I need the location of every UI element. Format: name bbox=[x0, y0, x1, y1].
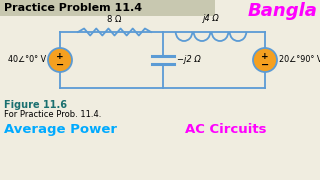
Text: −j2 Ω: −j2 Ω bbox=[177, 55, 201, 64]
Text: +: + bbox=[261, 52, 269, 61]
Text: −: − bbox=[261, 60, 269, 69]
Text: Figure 11.6: Figure 11.6 bbox=[4, 100, 67, 110]
Text: 20∠°90° V: 20∠°90° V bbox=[279, 55, 320, 64]
Text: Practice Problem 11.4: Practice Problem 11.4 bbox=[4, 3, 142, 13]
Text: j4 Ω: j4 Ω bbox=[203, 14, 220, 23]
Circle shape bbox=[253, 48, 277, 72]
Text: −: − bbox=[56, 60, 64, 69]
Text: +: + bbox=[56, 52, 64, 61]
Text: Average Power: Average Power bbox=[4, 123, 117, 136]
Text: 40∠°0° V: 40∠°0° V bbox=[8, 55, 46, 64]
Text: Bangla: Bangla bbox=[248, 2, 318, 20]
Text: 8 Ω: 8 Ω bbox=[107, 15, 122, 24]
Circle shape bbox=[48, 48, 72, 72]
FancyBboxPatch shape bbox=[0, 0, 215, 16]
Text: AC Circuits: AC Circuits bbox=[185, 123, 267, 136]
Text: For Practice Prob. 11.4.: For Practice Prob. 11.4. bbox=[4, 110, 101, 119]
